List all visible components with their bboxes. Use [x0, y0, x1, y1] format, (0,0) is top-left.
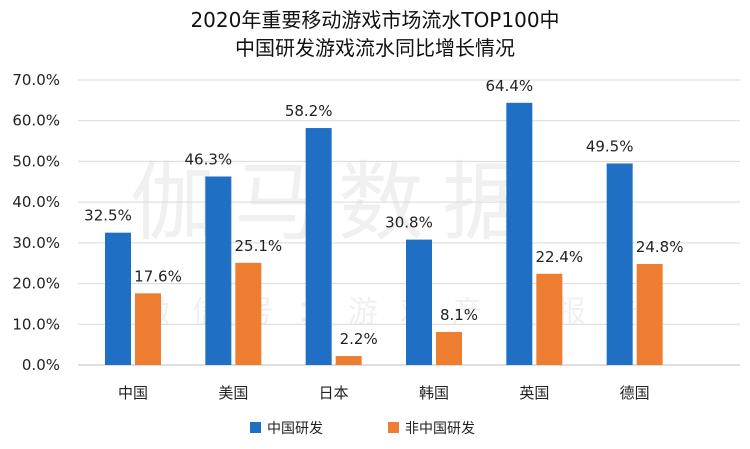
y-tick-label: 60.0%: [12, 112, 60, 130]
bars: [105, 102, 663, 366]
bar-china-developed: [406, 239, 432, 365]
data-label: 30.8%: [385, 214, 433, 232]
bar-non-china-developed: [636, 264, 663, 365]
data-label: 25.1%: [235, 237, 283, 255]
y-axis: 0.0% 10.0% 20.0% 30.0% 40.0% 50.0% 60.0% 70.0%: [12, 71, 60, 374]
chart-title-line-2: 中国研发游戏流水同比增长情况: [235, 36, 515, 60]
data-labels: 32.5% 17.6% 46.3% 25.1% 58.2% 2.2% 30.8% 8.1% 64…: [84, 77, 683, 348]
legend-label: 非中国研发: [405, 421, 475, 437]
x-tick-label: 日本: [319, 384, 349, 402]
legend-swatch: [388, 422, 399, 433]
y-tick-label: 30.0%: [12, 234, 60, 252]
data-label: 49.5%: [586, 137, 634, 155]
data-label: 24.8%: [636, 238, 684, 256]
bar-non-china-developed: [135, 293, 161, 365]
x-axis: 中国 美国 日本 韩国 英国 德国: [118, 384, 650, 402]
y-tick-label: 50.0%: [12, 152, 60, 170]
legend-swatch: [250, 422, 261, 433]
y-tick-label: 10.0%: [12, 315, 60, 333]
x-tick-label: 英国: [519, 384, 549, 402]
bar-china-developed: [305, 128, 332, 365]
y-tick-label: 0.0%: [22, 356, 60, 374]
bar-non-china-developed: [235, 262, 262, 365]
data-label: 17.6%: [134, 267, 182, 285]
x-tick-label: 美国: [218, 384, 248, 402]
legend-label: 中国研发: [267, 421, 323, 437]
x-tick-label: 中国: [118, 384, 148, 402]
chart-title: 2020年重要移动游戏市场流水TOP100中 中国研发游戏流水同比增长情况: [0, 6, 750, 62]
y-tick-label: 20.0%: [12, 275, 60, 293]
y-tick-label: 40.0%: [12, 193, 60, 211]
chart-title-line-1: 2020年重要移动游戏市场流水TOP100中: [190, 8, 560, 32]
bar-china-developed: [105, 232, 131, 365]
y-tick-label: 70.0%: [12, 71, 60, 89]
data-label: 64.4%: [486, 77, 534, 95]
bar-non-china-developed: [335, 356, 362, 365]
data-label: 46.3%: [185, 150, 233, 168]
bar-china-developed: [506, 102, 533, 366]
bar-non-china-developed: [436, 332, 462, 365]
legend: 中国研发 非中国研发: [250, 421, 475, 437]
bar-china-developed: [205, 176, 232, 365]
x-tick-label: 德国: [620, 384, 650, 402]
data-label: 32.5%: [84, 207, 132, 225]
data-label: 2.2%: [340, 330, 378, 348]
x-tick-label: 韩国: [419, 384, 449, 402]
data-label: 58.2%: [285, 102, 333, 120]
bar-non-china-developed: [536, 273, 563, 365]
bar-china-developed: [606, 163, 633, 365]
data-label: 8.1%: [440, 306, 478, 324]
data-label: 22.4%: [536, 248, 584, 266]
